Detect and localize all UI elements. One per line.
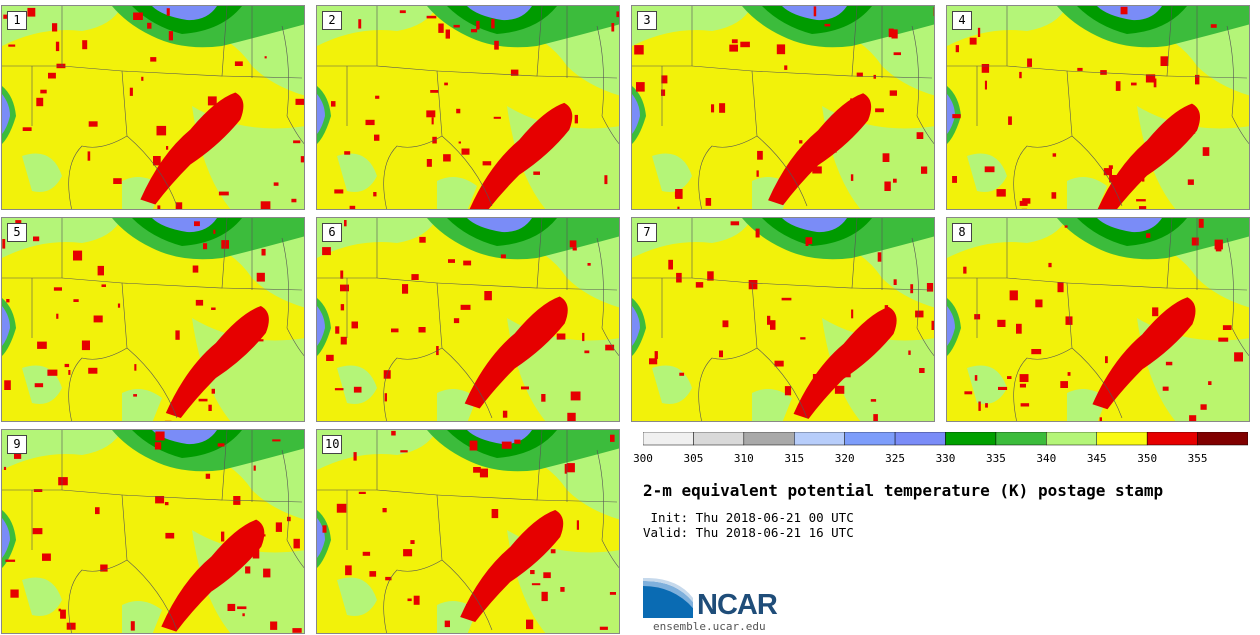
- valid-time: Valid: Thu 2018-06-21 16 UTC: [643, 525, 854, 540]
- member-panel: 10: [316, 429, 620, 634]
- member-number: 10: [322, 435, 343, 454]
- colorbar-segment: [1146, 432, 1198, 446]
- init-time: Init: Thu 2018-06-21 00 UTC: [643, 510, 854, 525]
- colorbar-tick-label: 330: [935, 452, 956, 465]
- colorbar-tick-label: 350: [1137, 452, 1158, 465]
- colorbar-segment: [945, 432, 997, 446]
- colorbar-tick-label: 355: [1187, 452, 1208, 465]
- colorbar-tick-label: 320: [834, 452, 855, 465]
- member-number: 3: [637, 11, 657, 30]
- colorbar-tick-label: 325: [885, 452, 906, 465]
- ncar-swoosh-icon: [643, 578, 693, 618]
- member-panel: 8: [946, 217, 1250, 422]
- member-number: 1: [7, 11, 27, 30]
- init-label: Init: Thu 2018-06-21 00 UTC: [650, 510, 854, 525]
- colorbar-segment: [894, 432, 946, 446]
- colorbar-segment: [743, 432, 795, 446]
- colorbar-segment: [693, 432, 745, 446]
- logo-url[interactable]: ensemble.ucar.edu: [653, 620, 766, 633]
- colorbar-segment: [1197, 432, 1248, 446]
- colorbar-tick-label: 335: [985, 452, 1006, 465]
- colorbar-segment: [643, 432, 694, 446]
- member-panel: 6: [316, 217, 620, 422]
- member-panel: 4: [946, 5, 1250, 210]
- colorbar-segment: [995, 432, 1047, 446]
- colorbar-tick-label: 340: [1036, 452, 1057, 465]
- figure-title: 2-m equivalent potential temperature (K)…: [643, 481, 1164, 500]
- colorbar-tick-label: 310: [733, 452, 754, 465]
- member-number: 8: [952, 223, 972, 242]
- colorbar-segment: [794, 432, 845, 446]
- member-panel: 1: [1, 5, 305, 210]
- member-panel: 5: [1, 217, 305, 422]
- member-panel: 7: [631, 217, 935, 422]
- colorbar-tick-label: 305: [683, 452, 704, 465]
- member-number: 9: [7, 435, 27, 454]
- colorbar-segment: [1046, 432, 1097, 446]
- colorbar-tick-label: 345: [1086, 452, 1107, 465]
- member-number: 6: [322, 223, 342, 242]
- ncar-logo-text: NCAR: [697, 589, 778, 621]
- member-number: 5: [7, 223, 27, 242]
- member-number: 7: [637, 223, 657, 242]
- member-panel: 2: [316, 5, 620, 210]
- colorbar-tick-label: 315: [784, 452, 805, 465]
- member-panel: 3: [631, 5, 935, 210]
- member-number: 4: [952, 11, 972, 30]
- member-number: 2: [322, 11, 342, 30]
- member-panel: 9: [1, 429, 305, 634]
- colorbar-tick-label: 300: [633, 452, 653, 465]
- colorbar: [643, 432, 1248, 446]
- colorbar-segment: [844, 432, 896, 446]
- colorbar-segment: [1096, 432, 1148, 446]
